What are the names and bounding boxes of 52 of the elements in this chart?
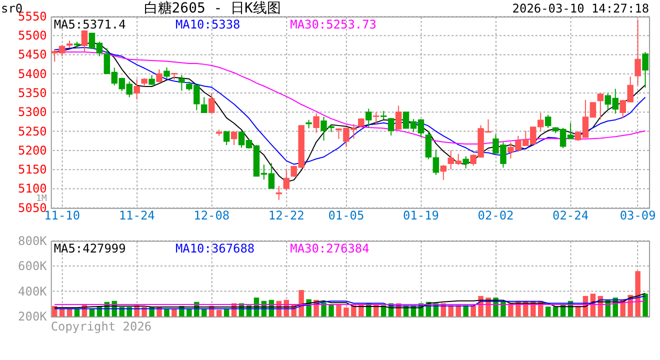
x-tick-label: 12-08 [194, 208, 230, 222]
candlestick [283, 169, 290, 192]
x-tick-label: 01-05 [328, 208, 364, 222]
y-tick-label: 600K [18, 259, 48, 274]
candlestick [230, 132, 238, 146]
text: MA5:427999 [54, 242, 126, 256]
chart-title: 白糖2605 - 日K线图 [144, 0, 281, 16]
text: Copyright 2026 [50, 320, 152, 334]
candlestick [156, 68, 162, 83]
x-tick-label: 03-09 [620, 208, 656, 222]
y-tick-label: 5100 [18, 182, 47, 196]
candlestick [134, 78, 140, 100]
candlestick [544, 114, 552, 128]
x-tick-label: 02-24 [552, 208, 589, 222]
candlestick [223, 131, 230, 146]
text: MA30:276384 [290, 242, 370, 256]
candlestick [276, 186, 282, 200]
y-tick-label: 400K [18, 284, 48, 298]
x-tick-label: 11-24 [118, 208, 155, 222]
candlestick [388, 117, 394, 136]
y-tick-label: 5450 [18, 48, 47, 62]
y-tick-label: 5200 [18, 143, 47, 158]
candlestick [440, 164, 447, 180]
x-tick-label: 02-02 [478, 208, 514, 222]
candlestick [366, 108, 372, 128]
candlestick [81, 30, 88, 53]
y-tick-label: 5350 [18, 86, 47, 100]
candlestick [395, 105, 402, 130]
y-tick-label: 5250 [18, 124, 47, 138]
y-tick-label: 5500 [18, 28, 47, 43]
candlestick [201, 96, 208, 114]
y-tick-label: 5150 [18, 162, 47, 177]
candlestick [642, 52, 648, 88]
text: MA30:5253.73 [290, 17, 376, 32]
candlestick [597, 92, 604, 120]
y-tick-label: 800K [18, 234, 48, 248]
text: MA10:367688 [175, 242, 255, 256]
y-tick-label: 5300 [18, 105, 47, 120]
series-label: MA5:5371.4 [54, 17, 126, 32]
y-tick-label: 200K [18, 310, 48, 324]
text: 2026-03-10 14:27:18 [512, 1, 650, 16]
text: MA10:5338 [175, 17, 240, 32]
candlestick [372, 112, 380, 125]
candlestick [208, 92, 215, 114]
candlestick [148, 74, 155, 86]
candlestick [313, 112, 320, 134]
candlestick [178, 74, 185, 92]
x-tick-label: 01-19 [402, 208, 439, 222]
candlestick [164, 66, 170, 80]
x-tick-label: 12-22 [268, 208, 304, 222]
candlestick [462, 156, 469, 169]
y-tick-label: 5400 [18, 66, 47, 81]
